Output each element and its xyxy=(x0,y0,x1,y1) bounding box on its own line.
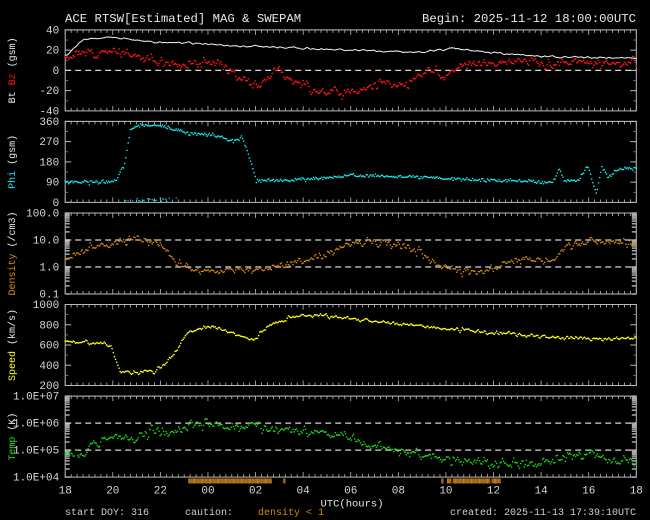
svg-text:-20: -20 xyxy=(39,86,59,98)
svg-text:1.0E+07: 1.0E+07 xyxy=(13,392,59,404)
svg-text:800: 800 xyxy=(39,320,59,332)
svg-text:0: 0 xyxy=(53,66,60,78)
svg-text:density < 1: density < 1 xyxy=(258,507,324,519)
svg-text:180: 180 xyxy=(39,157,59,169)
svg-text:UTC(hours): UTC(hours) xyxy=(320,499,383,511)
svg-text:10: 10 xyxy=(439,486,452,498)
svg-text:270: 270 xyxy=(39,137,59,149)
svg-text:02: 02 xyxy=(249,486,262,498)
svg-text:360: 360 xyxy=(39,117,59,129)
svg-text:1.0E+05: 1.0E+05 xyxy=(13,446,59,458)
svg-text:Density (/cm3): Density (/cm3) xyxy=(7,211,19,295)
svg-text:600: 600 xyxy=(39,341,59,353)
svg-text:400: 400 xyxy=(39,361,59,373)
svg-text:Bt Bz (gsm): Bt Bz (gsm) xyxy=(7,37,19,103)
svg-text:20: 20 xyxy=(46,46,59,58)
svg-text:created: 2025-11-13 17:39:10UT: created: 2025-11-13 17:39:10UTC xyxy=(450,507,636,519)
svg-text:04: 04 xyxy=(297,486,311,498)
svg-text:start DOY: 316: start DOY: 316 xyxy=(65,508,149,519)
svg-text:1.0E+06: 1.0E+06 xyxy=(13,419,59,431)
svg-text:14: 14 xyxy=(535,486,549,498)
svg-text:Speed (km/s): Speed (km/s) xyxy=(7,309,19,381)
svg-text:22: 22 xyxy=(154,486,167,498)
svg-text:16: 16 xyxy=(582,486,595,498)
svg-text:40: 40 xyxy=(46,25,59,37)
svg-text:Phi (gsm): Phi (gsm) xyxy=(7,135,19,189)
svg-text:08: 08 xyxy=(392,486,405,498)
svg-text:100.0: 100.0 xyxy=(26,209,59,221)
svg-text:20: 20 xyxy=(106,486,119,498)
svg-text:1.0E+04: 1.0E+04 xyxy=(13,473,60,485)
svg-text:90: 90 xyxy=(46,178,59,190)
svg-text:caution:: caution: xyxy=(185,507,233,519)
svg-text:Begin: 2025-11-12 18:00:00UTC: Begin: 2025-11-12 18:00:00UTC xyxy=(422,12,636,26)
svg-text:1.0: 1.0 xyxy=(39,263,59,275)
svg-text:12: 12 xyxy=(487,486,500,498)
svg-text:18: 18 xyxy=(630,486,643,498)
svg-text:1000: 1000 xyxy=(33,300,59,312)
svg-text:ACE RTSW[Estimated] MAG & SWEP: ACE RTSW[Estimated] MAG & SWEPAM xyxy=(65,12,301,26)
svg-text:Temp (K): Temp (K) xyxy=(7,413,19,461)
svg-text:06: 06 xyxy=(344,486,357,498)
svg-text:18: 18 xyxy=(59,486,72,498)
svg-text:00: 00 xyxy=(201,486,214,498)
svg-text:10.0: 10.0 xyxy=(33,236,59,248)
